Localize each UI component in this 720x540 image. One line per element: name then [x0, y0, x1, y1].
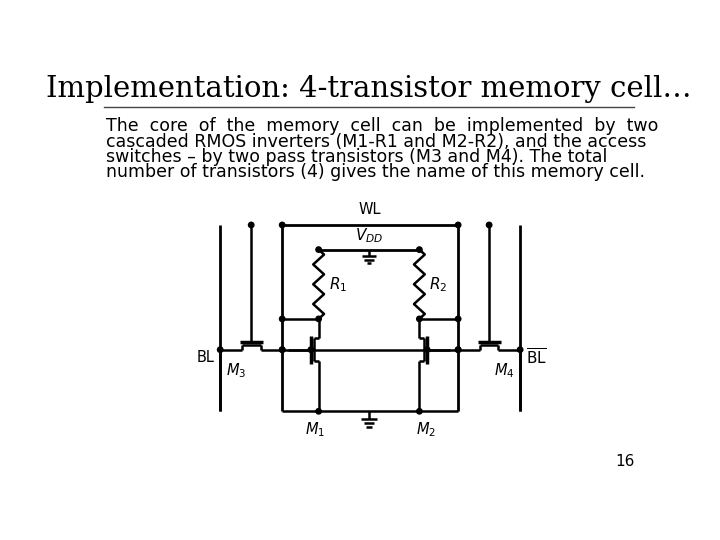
Text: WL: WL — [359, 202, 382, 217]
Circle shape — [417, 409, 422, 414]
Circle shape — [279, 347, 285, 353]
Circle shape — [279, 222, 285, 228]
Circle shape — [487, 222, 492, 228]
Text: $M_4$: $M_4$ — [495, 361, 515, 380]
Circle shape — [456, 347, 461, 353]
Circle shape — [308, 347, 314, 353]
Circle shape — [217, 347, 223, 353]
Circle shape — [456, 222, 461, 228]
Text: switches – by two pass transistors (M3 and M4). The total: switches – by two pass transistors (M3 a… — [106, 148, 607, 166]
Text: 16: 16 — [616, 454, 635, 469]
Text: Implementation: 4-transistor memory cell…: Implementation: 4-transistor memory cell… — [46, 76, 692, 104]
Text: BL: BL — [196, 350, 214, 365]
Circle shape — [424, 347, 430, 353]
Circle shape — [456, 347, 461, 353]
Circle shape — [316, 409, 321, 414]
Circle shape — [248, 222, 254, 228]
Text: $R_1$: $R_1$ — [329, 275, 347, 294]
Circle shape — [417, 316, 422, 322]
Text: $M_3$: $M_3$ — [225, 361, 246, 380]
Circle shape — [316, 316, 321, 322]
Circle shape — [279, 347, 285, 353]
Text: number of transistors (4) gives the name of this memory cell.: number of transistors (4) gives the name… — [106, 164, 644, 181]
Text: $M_2$: $M_2$ — [415, 421, 436, 439]
Circle shape — [456, 316, 461, 322]
Circle shape — [518, 347, 523, 353]
Circle shape — [279, 316, 285, 322]
Text: $\overline{\mathrm{BL}}$: $\overline{\mathrm{BL}}$ — [526, 347, 547, 367]
Text: $R_2$: $R_2$ — [429, 275, 448, 294]
Text: $V_{DD}$: $V_{DD}$ — [355, 226, 383, 245]
Text: $M_1$: $M_1$ — [305, 421, 325, 439]
Circle shape — [417, 247, 422, 252]
Text: cascaded RMOS inverters (M1-R1 and M2-R2), and the access: cascaded RMOS inverters (M1-R1 and M2-R2… — [106, 132, 646, 151]
Text: The  core  of  the  memory  cell  can  be  implemented  by  two: The core of the memory cell can be imple… — [106, 117, 658, 135]
Circle shape — [316, 247, 321, 252]
